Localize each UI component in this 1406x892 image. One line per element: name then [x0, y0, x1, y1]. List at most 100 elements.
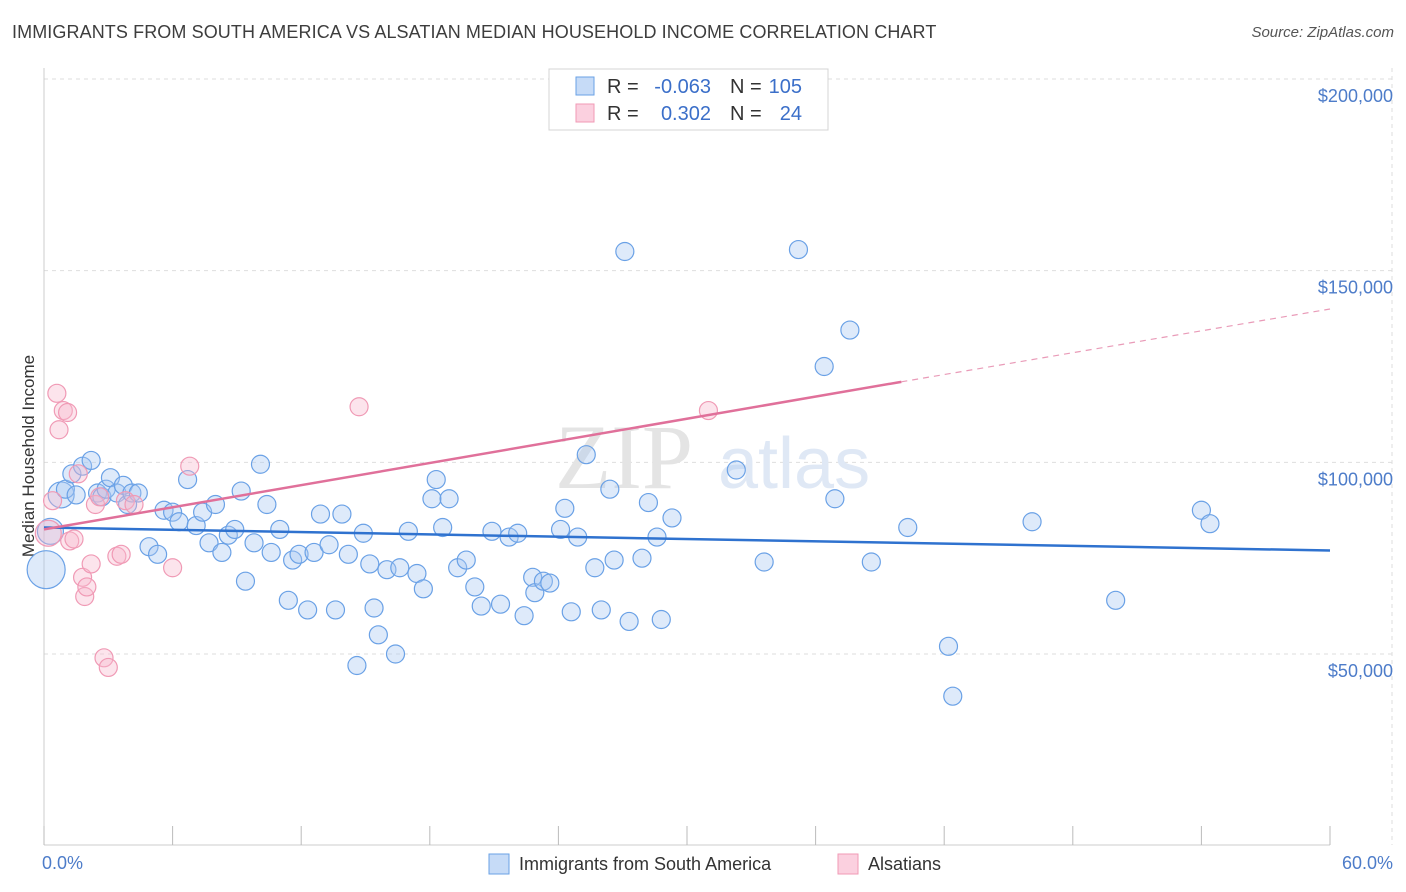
series-immigrants-points	[26, 239, 1220, 706]
point-immigrants	[514, 606, 534, 626]
point-immigrants	[651, 609, 671, 630]
bottom-legend: Immigrants from South America Alsatians	[488, 853, 941, 875]
point-immigrants	[225, 519, 245, 540]
bottom-legend-label-pink: Alsatians	[868, 854, 941, 874]
point-immigrants	[561, 602, 581, 622]
trend-line-immigrants	[43, 526, 1331, 552]
point-immigrants	[310, 504, 331, 524]
trend-line-alsatians	[43, 380, 902, 531]
point-immigrants	[250, 454, 271, 474]
point-alsatians	[81, 554, 101, 574]
point-immigrants	[600, 479, 620, 499]
point-immigrants	[1106, 590, 1126, 610]
point-immigrants	[550, 519, 571, 540]
legend-swatch-pink	[575, 103, 595, 123]
point-immigrants	[325, 600, 346, 620]
point-immigrants	[508, 523, 528, 543]
point-alsatians	[98, 657, 118, 678]
trend-lines	[43, 308, 1331, 552]
point-immigrants	[1022, 512, 1042, 532]
point-immigrants	[456, 550, 476, 570]
legend-box: R = -0.063 N = 105 R = 0.302 N = 24	[548, 68, 829, 131]
point-immigrants	[199, 533, 219, 553]
point-alsatians	[64, 529, 84, 549]
legend-n-label-1: N =	[730, 76, 762, 98]
point-immigrants	[898, 517, 918, 538]
point-immigrants	[360, 554, 380, 574]
y-tick-label: $150,000	[1318, 278, 1393, 298]
point-alsatians	[90, 487, 110, 507]
point-immigrants	[244, 533, 264, 553]
point-immigrants	[1191, 500, 1212, 520]
bottom-legend-label-blue: Immigrants from South America	[519, 854, 772, 874]
point-immigrants	[825, 489, 845, 509]
point-immigrants	[490, 594, 511, 614]
point-immigrants	[81, 450, 101, 471]
x-ticks	[43, 826, 1331, 845]
legend-n-label-2: N =	[730, 103, 762, 125]
point-immigrants	[647, 527, 667, 547]
point-immigrants	[319, 535, 339, 555]
legend-n-value-2: 24	[780, 103, 802, 125]
y-tick-labels: $50,000 $100,000 $150,000 $200,000	[1318, 86, 1393, 681]
point-immigrants	[413, 579, 433, 599]
legend-swatch-blue	[575, 76, 595, 96]
point-immigrants	[754, 552, 774, 572]
point-immigrants	[261, 542, 281, 563]
point-immigrants	[482, 521, 502, 541]
point-immigrants	[726, 460, 746, 480]
point-immigrants	[540, 573, 560, 593]
point-immigrants	[439, 489, 459, 509]
point-alsatians	[34, 519, 62, 547]
legend-r-value-2: 0.302	[661, 103, 711, 125]
point-alsatians	[57, 402, 78, 423]
point-alsatians	[349, 397, 369, 417]
point-alsatians	[75, 586, 95, 607]
point-alsatians	[42, 491, 63, 511]
legend-r-value-1: -0.063	[654, 76, 711, 98]
point-alsatians	[163, 558, 183, 578]
point-immigrants	[368, 625, 388, 645]
chart-source: Source: ZipAtlas.com	[1251, 24, 1394, 41]
trend-line-alsatians-extrapolated	[901, 308, 1331, 383]
point-immigrants	[604, 550, 624, 570]
point-immigrants	[338, 544, 358, 564]
legend-r-label-2: R =	[607, 103, 639, 125]
point-immigrants	[638, 492, 659, 513]
point-immigrants	[122, 483, 142, 503]
point-immigrants	[523, 567, 543, 587]
series-alsatians-points	[34, 383, 719, 678]
point-immigrants	[298, 600, 318, 620]
bottom-legend-swatch-blue	[488, 853, 510, 875]
point-immigrants	[585, 558, 605, 578]
point-alsatians	[77, 577, 97, 597]
point-immigrants	[814, 356, 834, 377]
point-immigrants	[235, 571, 256, 591]
chart-title: IMMIGRANTS FROM SOUTH AMERICA VS ALSATIA…	[12, 22, 937, 42]
point-alsatians	[180, 456, 200, 476]
y-tick-label: $100,000	[1318, 469, 1393, 489]
point-immigrants	[270, 519, 290, 540]
point-immigrants	[212, 542, 232, 563]
point-alsatians	[68, 464, 88, 484]
point-immigrants	[938, 636, 959, 656]
point-alsatians	[111, 544, 131, 564]
point-immigrants	[385, 644, 406, 664]
point-immigrants	[555, 498, 575, 518]
point-immigrants	[390, 558, 410, 578]
point-immigrants	[433, 517, 453, 538]
point-immigrants	[576, 445, 596, 465]
point-immigrants	[257, 494, 277, 515]
point-immigrants	[398, 521, 418, 541]
point-alsatians	[94, 648, 114, 668]
point-immigrants	[289, 544, 309, 564]
y-tick-label: $50,000	[1328, 661, 1393, 681]
point-immigrants	[840, 320, 860, 340]
point-immigrants	[632, 548, 652, 568]
point-immigrants	[619, 611, 639, 632]
legend-n-value-1: 105	[769, 76, 802, 98]
point-immigrants	[332, 504, 352, 524]
point-immigrants	[364, 598, 384, 618]
point-immigrants	[662, 508, 682, 528]
point-alsatians	[47, 383, 67, 403]
